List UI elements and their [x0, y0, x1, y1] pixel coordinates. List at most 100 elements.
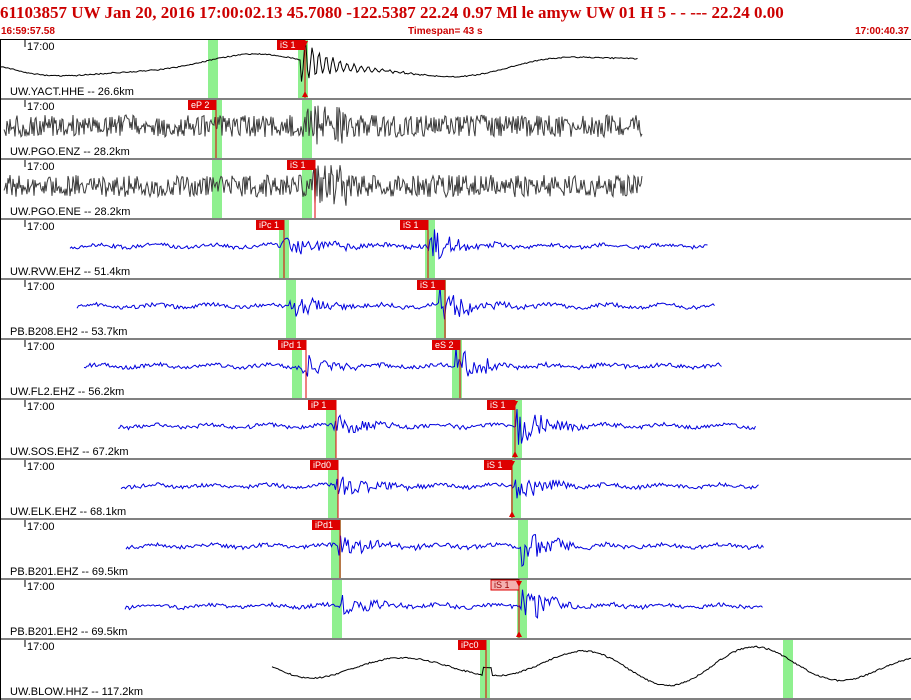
pick-label: iPd 1 [281, 340, 302, 350]
station-label: UW.PGO.ENE -- 28.2km [10, 206, 130, 218]
phase-window [783, 640, 793, 698]
waveform-panel[interactable]: 17:00 iS 1 PB.B208.EH2 -- 53.7km [0, 280, 911, 340]
station-label: PB.B201.EHZ -- 69.5km [10, 566, 128, 578]
minute-tick-label: 17:00 [27, 221, 55, 233]
waveform-panel[interactable]: 17:00 iS 1 PB.B201.EH2 -- 69.5km [0, 579, 911, 640]
phase-window [480, 640, 490, 698]
end-time: 17:00:40.37 [855, 26, 909, 37]
pick-marker-bottom [512, 451, 518, 457]
station-label: UW.RVW.EHZ -- 51.4km [10, 266, 130, 278]
seismogram-trace [83, 347, 722, 377]
phase-window [328, 460, 338, 518]
phase-window [517, 580, 527, 638]
pick-flag[interactable] [417, 280, 445, 290]
seismogram-trace [0, 43, 638, 82]
waveform-panel[interactable]: 17:00 iPc0 UW.BLOW.HHZ -- 117.2km [0, 640, 911, 700]
pick-label: eP 2 [191, 100, 209, 110]
pick-flag[interactable] [287, 160, 315, 170]
seismogram-trace [3, 165, 643, 206]
pick-flag[interactable] [188, 100, 216, 110]
phase-window [436, 280, 446, 338]
pick-label: iPd1 [315, 520, 333, 530]
seismogram-trace [125, 534, 764, 567]
waveform-panels[interactable]: 17:00 iS 1 UW.YACT.HHE -- 26.6km 17:00 eP 2 U… [0, 39, 911, 700]
seismogram-trace [76, 285, 715, 320]
pick-marker-bottom [509, 511, 515, 517]
pick-flag[interactable] [432, 340, 460, 350]
pick-flag[interactable] [310, 460, 338, 470]
pick-label: iS 1 [494, 580, 510, 590]
pick-marker-top [512, 401, 518, 407]
pick-label: iS 1 [420, 280, 436, 290]
pick-flag[interactable] [308, 400, 336, 410]
seismogram-trace [117, 409, 756, 445]
minute-tick-label: 17:00 [27, 41, 55, 53]
minute-tick-label: 17:00 [27, 341, 55, 353]
pick-flag[interactable] [256, 220, 284, 230]
pick-label: iPd0 [313, 460, 331, 470]
phase-window [286, 280, 296, 338]
pick-flag[interactable] [400, 220, 428, 230]
seismogram-trace [124, 589, 763, 619]
timespan-label: Timespan= 43 s [408, 26, 483, 37]
pick-label: iP 1 [311, 400, 326, 410]
pick-flag[interactable] [312, 520, 340, 530]
pick-marker-bottom [302, 91, 308, 97]
minute-tick-label: 17:00 [27, 461, 55, 473]
pick-label: iPc 1 [259, 220, 279, 230]
phase-window [302, 100, 312, 158]
pick-marker-top [516, 581, 522, 587]
waveform-panel[interactable]: 17:00 iPd 1 eS 2 UW.FL2.EHZ -- 56.2km [0, 340, 911, 400]
station-label: UW.ELK.EHZ -- 68.1km [10, 506, 126, 518]
pick-flag[interactable] [487, 400, 515, 410]
pick-marker-bottom [516, 631, 522, 637]
waveform-panel[interactable]: 17:00 iPc 1 iS 1 UW.RVW.EHZ -- 51.4km [0, 220, 911, 280]
pick-label: iS 1 [487, 460, 503, 470]
pick-marker-top [302, 41, 308, 47]
seismogram-trace [69, 229, 708, 260]
phase-window [326, 400, 336, 458]
pick-flag[interactable] [484, 460, 512, 470]
seismogram-trace [271, 645, 911, 687]
event-header: 61103857 UW Jan 20, 2016 17:00:02.13 45.… [0, 3, 784, 22]
phase-window [212, 100, 222, 158]
phase-window [332, 580, 342, 638]
pick-flag[interactable] [278, 340, 306, 350]
waveform-panel[interactable]: 17:00 iS 1 UW.PGO.ENE -- 28.2km [0, 160, 911, 220]
minute-tick-label: 17:00 [27, 161, 55, 173]
waveform-panel[interactable]: 17:00 iP 1 iS 1 UW.SOS.EHZ -- 67.2km [0, 400, 911, 460]
station-label: PB.B201.EH2 -- 69.5km [10, 626, 127, 638]
phase-window [212, 160, 222, 218]
seismogram-trace [3, 105, 643, 145]
phase-window [331, 520, 341, 578]
phase-window [208, 40, 218, 98]
seismogram-trace [120, 476, 759, 499]
pick-label: iS 1 [290, 160, 306, 170]
minute-tick-label: 17:00 [27, 581, 55, 593]
station-label: UW.BLOW.HHZ -- 117.2km [10, 686, 143, 698]
pick-marker-top [509, 461, 515, 467]
phase-window [302, 160, 312, 218]
pick-flag[interactable] [277, 40, 305, 50]
waveform-panel[interactable]: 17:00 iPd1 PB.B201.EHZ -- 69.5km [0, 520, 911, 580]
start-time: 16:59:57.58 [1, 26, 55, 37]
minute-tick-label: 17:00 [27, 521, 55, 533]
minute-tick-label: 17:00 [27, 101, 55, 113]
pick-label: iS 1 [490, 400, 506, 410]
phase-window [518, 520, 528, 578]
minute-tick-label: 17:00 [27, 281, 55, 293]
pick-label: eS 2 [435, 340, 454, 350]
time-axis-bar: 16:59:57.58 Timespan= 43 s 17:00:40.37 [0, 26, 911, 39]
station-label: UW.SOS.EHZ -- 67.2km [10, 446, 129, 458]
station-label: UW.FL2.EHZ -- 56.2km [10, 386, 124, 398]
waveform-panel[interactable]: 17:00 eP 2 UW.PGO.ENZ -- 28.2km [0, 100, 911, 160]
pick-label: iS 1 [403, 220, 419, 230]
station-label: UW.YACT.HHE -- 26.6km [10, 86, 134, 98]
minute-tick-label: 17:00 [27, 401, 55, 413]
station-label: UW.PGO.ENZ -- 28.2km [10, 146, 130, 158]
pick-label: iS 1 [280, 40, 296, 50]
pick-flag[interactable] [458, 640, 486, 650]
waveform-panel[interactable]: 17:00 iPd0 iS 1 UW.ELK.EHZ -- 68.1km [0, 460, 911, 520]
waveform-panel[interactable]: 17:00 iS 1 UW.YACT.HHE -- 26.6km [0, 40, 911, 100]
minute-tick-label: 17:00 [27, 641, 55, 653]
